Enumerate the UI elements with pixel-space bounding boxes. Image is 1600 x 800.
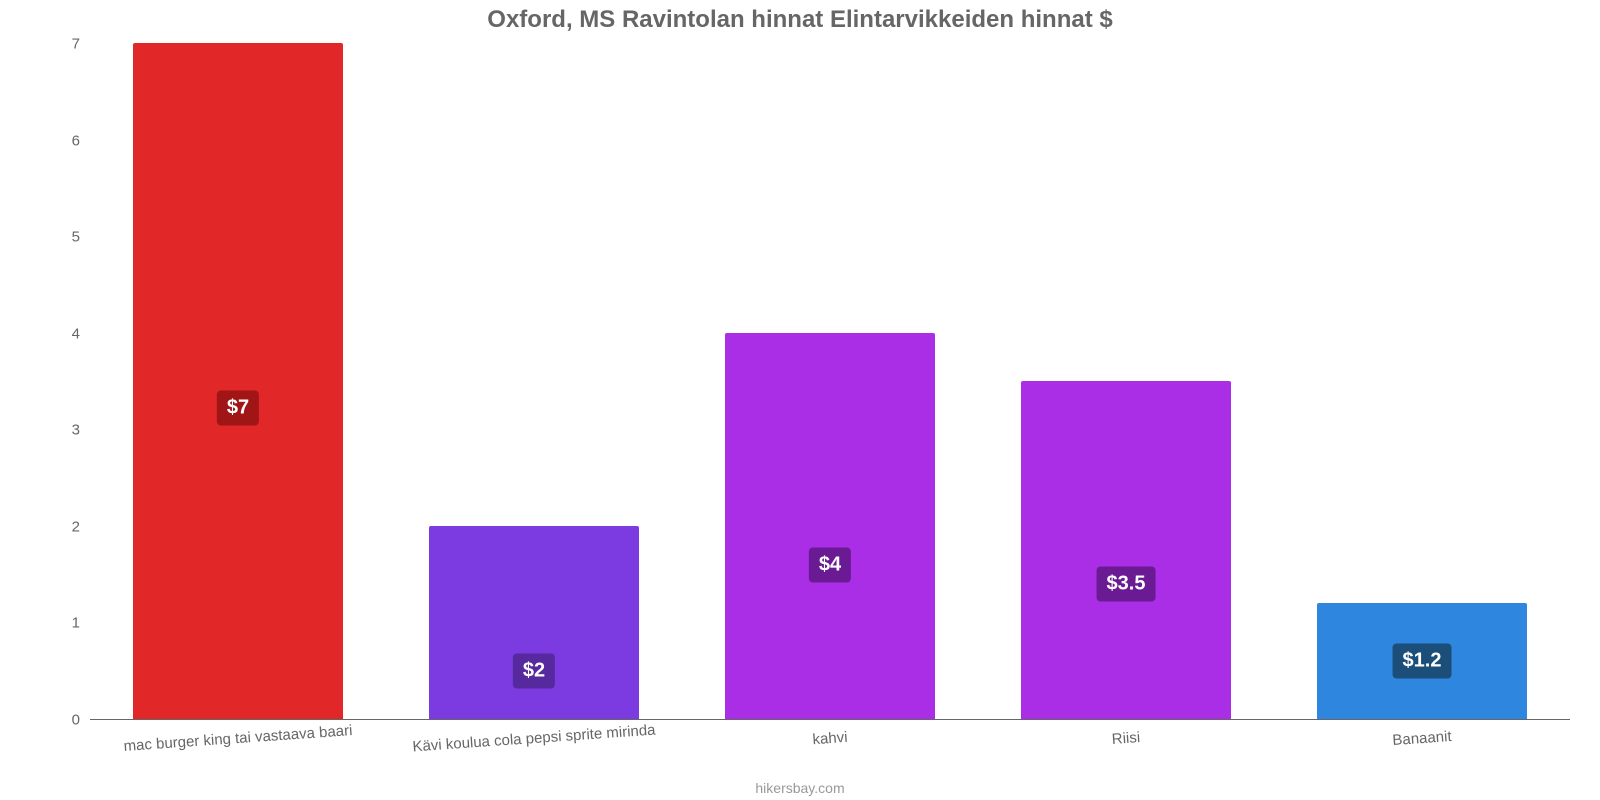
bar: $3.5 xyxy=(1021,381,1231,719)
plot-area: 01234567$7$2$4$3.5$1.2 xyxy=(90,44,1570,720)
y-tick: 5 xyxy=(40,229,80,246)
y-tick: 7 xyxy=(40,36,80,53)
y-tick: 4 xyxy=(40,325,80,342)
x-label: mac burger king tai vastaava baari xyxy=(123,722,353,755)
x-label: Banaanit xyxy=(1392,728,1452,749)
price-chart: Oxford, MS Ravintolan hinnat Elintarvikk… xyxy=(0,0,1600,800)
y-tick: 1 xyxy=(40,615,80,632)
y-tick: 2 xyxy=(40,518,80,535)
x-label: kahvi xyxy=(812,729,848,748)
chart-title: Oxford, MS Ravintolan hinnat Elintarvikk… xyxy=(0,6,1600,34)
bar-value-label: $7 xyxy=(217,391,259,426)
x-label: Riisi xyxy=(1111,729,1140,748)
bar-value-label: $3.5 xyxy=(1097,566,1156,601)
bar: $4 xyxy=(725,333,935,719)
x-axis-labels: mac burger king tai vastaava baari Kävi k… xyxy=(90,724,1570,774)
bar: $2 xyxy=(429,526,639,719)
chart-credit: hikersbay.com xyxy=(0,780,1600,796)
bar: $7 xyxy=(133,43,343,719)
bar-value-label: $2 xyxy=(513,653,555,688)
x-label: Kävi koulua cola pepsi sprite mirinda xyxy=(412,722,656,756)
bar-value-label: $4 xyxy=(809,547,851,582)
bar: $1.2 xyxy=(1317,603,1527,719)
y-tick: 3 xyxy=(40,422,80,439)
y-tick: 6 xyxy=(40,132,80,149)
bar-value-label: $1.2 xyxy=(1393,644,1452,679)
y-tick: 0 xyxy=(40,712,80,729)
